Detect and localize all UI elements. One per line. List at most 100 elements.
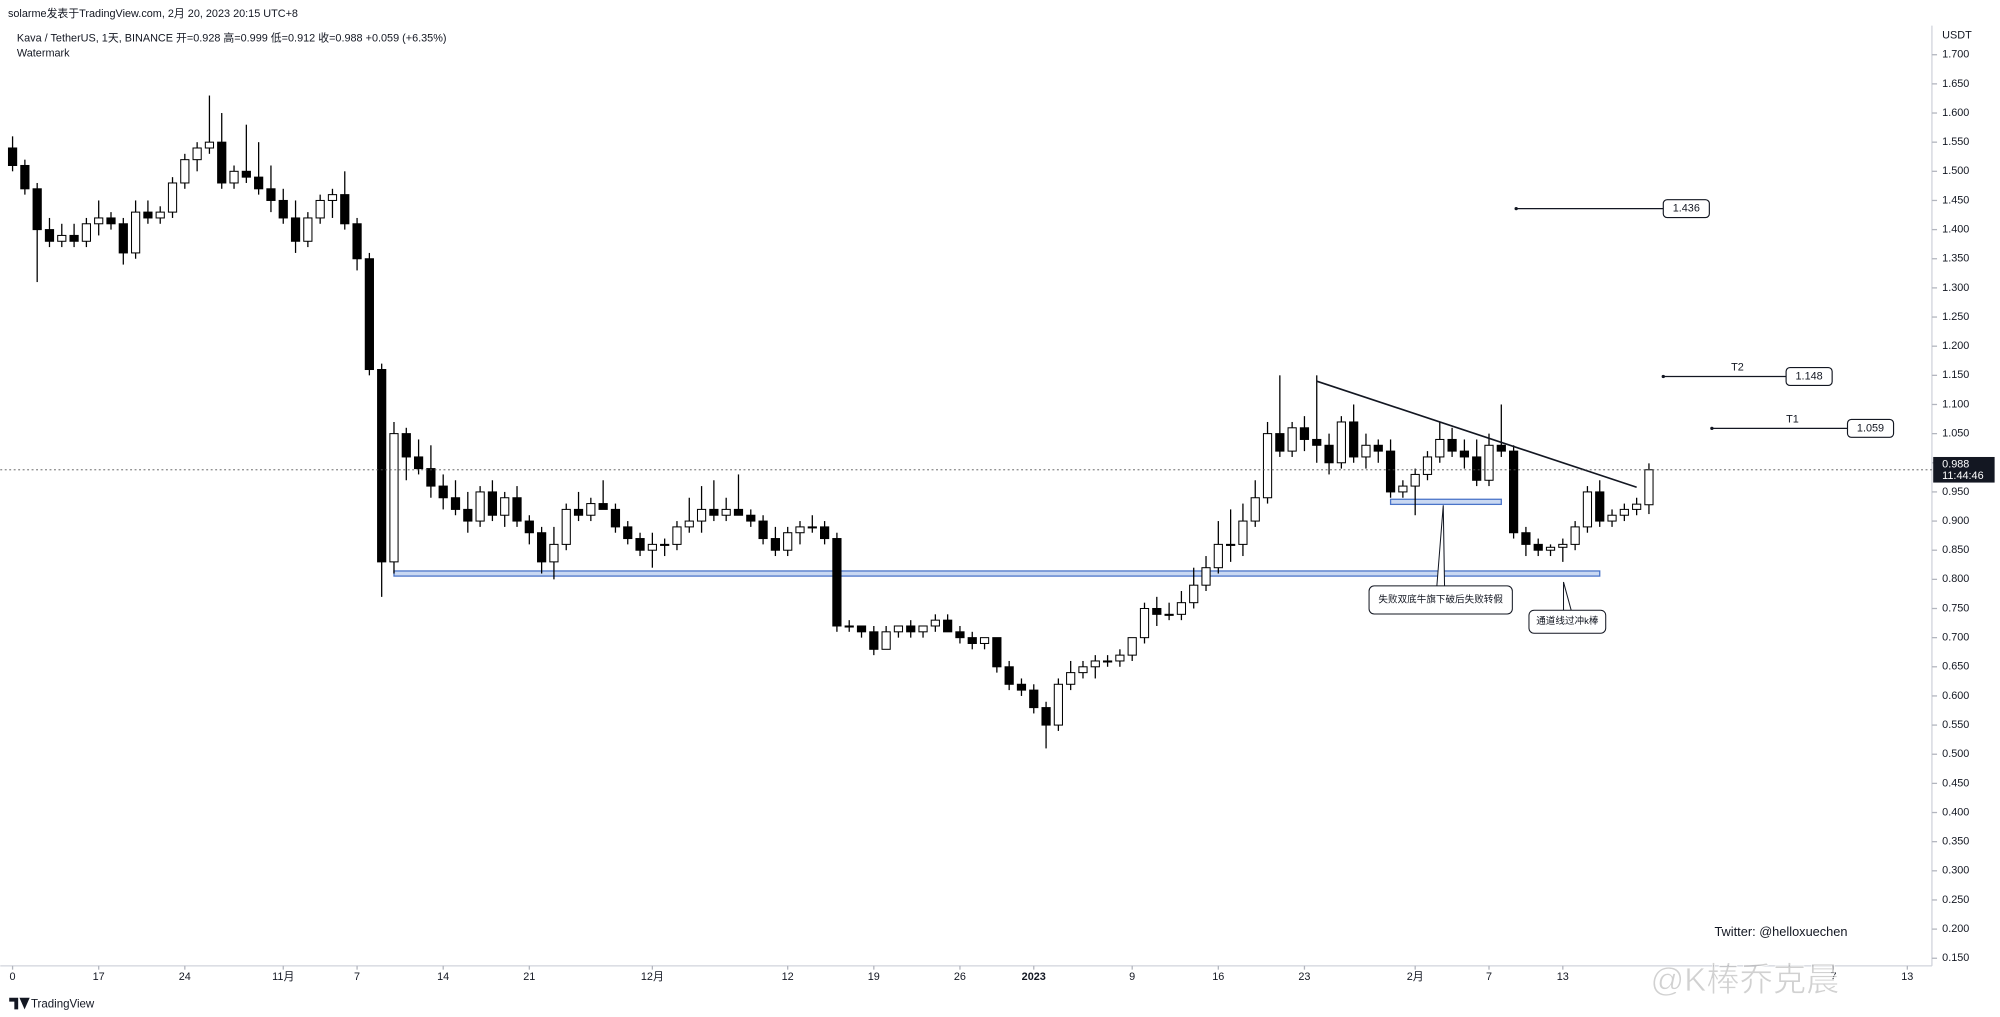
candle-body [1472, 456, 1482, 481]
candle [1213, 521, 1223, 574]
candle [573, 491, 584, 522]
candle [254, 142, 264, 195]
candle [1152, 596, 1162, 626]
candle [930, 614, 940, 632]
candle-body [992, 637, 1002, 668]
candle [266, 165, 276, 213]
candle-body [364, 258, 374, 371]
target-value: 1.436 [1673, 202, 1700, 214]
candle-body [1595, 491, 1605, 522]
symbol-info: Kava / TetherUS, 1天, BINANCE 开=0.928 高=0… [17, 30, 447, 44]
candle-body [1447, 438, 1457, 452]
candle [696, 486, 707, 533]
candle-body [1053, 683, 1063, 726]
candle [487, 480, 498, 522]
candle [955, 625, 965, 644]
candle-body [1607, 514, 1617, 522]
candle [1349, 404, 1359, 463]
candle [795, 521, 805, 545]
candle [303, 212, 313, 248]
candle [906, 620, 916, 638]
candle-body [623, 526, 633, 540]
candle-body [1459, 450, 1469, 458]
candle-body [315, 199, 325, 219]
candle [770, 526, 780, 557]
y-tick-label: 1.350 [1942, 253, 1969, 265]
candle-body [1644, 469, 1654, 506]
candle [1201, 556, 1211, 592]
candle [844, 620, 854, 632]
candle [340, 171, 350, 230]
candle-body [684, 520, 694, 528]
candle [832, 532, 842, 632]
candle [106, 212, 116, 230]
candle [1016, 678, 1027, 696]
candle [1226, 509, 1236, 562]
candle [1275, 375, 1285, 457]
candle-body [1066, 672, 1076, 685]
candle-body [1422, 456, 1433, 475]
candle [610, 503, 621, 533]
candle [1398, 480, 1408, 498]
x-tick-label: 7 [1830, 971, 1836, 983]
candle-body [1299, 427, 1310, 440]
candle-body [389, 433, 399, 563]
candle [204, 95, 215, 154]
candle-body [278, 199, 288, 219]
x-tick-label: 11月 [272, 971, 294, 983]
candle [979, 637, 990, 650]
candle-body [475, 491, 485, 522]
brand-logo: TradingView [9, 997, 95, 1010]
y-tick-label: 0.200 [1942, 923, 1969, 935]
candle [1509, 445, 1519, 539]
candle [869, 625, 879, 656]
candle-body [955, 631, 965, 639]
candle [1533, 538, 1543, 557]
candle [1078, 660, 1088, 679]
candle-body [1410, 473, 1420, 487]
candle [20, 159, 30, 195]
candle [500, 491, 510, 527]
candle [389, 421, 399, 574]
candle-body [1398, 485, 1408, 493]
candle-body [524, 520, 534, 534]
candle-body [647, 543, 657, 551]
candle-body [1201, 567, 1211, 586]
y-tick-label: 0.700 [1942, 632, 1969, 644]
target-box [1785, 366, 1833, 387]
candle-body [783, 532, 793, 551]
y-tick-label: 1.500 [1942, 165, 1969, 177]
candle-body [500, 497, 510, 516]
candle [1066, 660, 1076, 691]
candle-body [1213, 543, 1223, 569]
y-tick-label: 0.400 [1942, 806, 1969, 818]
candle-body [1496, 444, 1506, 452]
x-tick-label: 7 [1486, 971, 1492, 983]
candle [721, 497, 731, 522]
x-tick-label: 13 [1901, 971, 1913, 983]
candle-body [696, 508, 707, 522]
candle-body [586, 503, 596, 516]
candle-body [1102, 660, 1113, 663]
candle-body [795, 526, 805, 534]
candle [537, 526, 547, 574]
candle [241, 124, 251, 183]
candle-body [1558, 543, 1568, 548]
candle [315, 194, 325, 224]
candle-body [918, 625, 928, 633]
x-tick-label: 19 [868, 971, 880, 983]
candle [1090, 655, 1100, 679]
target-value: 1.148 [1796, 370, 1823, 382]
target-value: 1.059 [1857, 422, 1884, 434]
callout-text: 通道线过冲k棒 [1536, 615, 1599, 627]
candle [1176, 591, 1187, 621]
candle-body [1115, 654, 1125, 662]
target-name: T2 [1731, 361, 1744, 373]
weibo-watermark: @K棒乔克晨 [1650, 962, 1839, 999]
callout-text: 失败双底牛旗下破后失败转假 [1378, 593, 1503, 605]
candle [1484, 433, 1494, 487]
callout-pointer [1436, 505, 1446, 586]
candle-body [1312, 438, 1322, 446]
